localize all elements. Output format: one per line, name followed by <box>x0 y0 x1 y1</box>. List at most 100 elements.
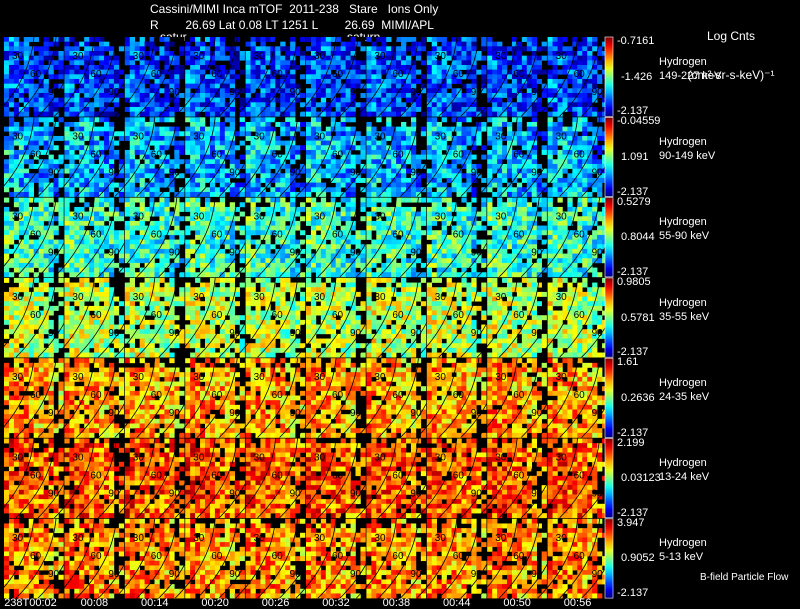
pixel-cell <box>69 106 75 112</box>
pixel-cell <box>229 206 235 212</box>
pixel-cell <box>129 97 135 103</box>
pixel-cell <box>94 111 100 117</box>
pixel-cell <box>360 140 366 146</box>
pixel-cell <box>285 244 291 250</box>
pixel-cell <box>129 202 135 208</box>
pixel-cell <box>587 126 593 132</box>
pixel-cell <box>8 140 15 146</box>
pixel-cell <box>355 145 361 151</box>
pixel-cell <box>219 145 226 151</box>
pixel-cell <box>401 78 407 84</box>
pixel-cell <box>431 121 437 127</box>
pixel-cell <box>224 168 231 174</box>
pixel-cell <box>420 173 427 179</box>
pixel-cell <box>124 230 131 236</box>
pixel-cell <box>108 253 115 259</box>
pixel-cell <box>310 244 317 250</box>
pixel-cell <box>310 74 317 80</box>
pixel-cell <box>275 177 281 183</box>
pixel-cell <box>396 272 402 278</box>
pixel-cell <box>245 191 251 197</box>
contour-line <box>476 117 518 197</box>
pixel-cell <box>195 102 201 108</box>
pixel-cell <box>134 145 140 151</box>
pixel-cell <box>8 37 15 42</box>
pixel-cell <box>245 177 251 183</box>
pixel-cell <box>396 106 402 112</box>
pixel-cell <box>290 88 296 94</box>
pixel-cell <box>209 145 216 151</box>
pixel-cell <box>290 97 296 103</box>
pixel-cell <box>250 74 256 80</box>
pixel-cell <box>169 50 175 56</box>
pixel-cell <box>48 253 54 259</box>
pixel-cell <box>511 102 518 108</box>
pixel-cell <box>487 97 493 103</box>
pixel-cell <box>310 159 317 165</box>
pixel-cell <box>8 126 15 132</box>
pixel-cell <box>426 121 433 127</box>
pixel-cell <box>461 83 467 89</box>
pixel-cell <box>108 126 115 132</box>
pixel-cell <box>13 168 20 174</box>
pixel-cell <box>410 191 417 197</box>
pixel-cell <box>99 244 105 250</box>
pixel-cell <box>270 135 276 141</box>
pixel-cell <box>265 168 271 174</box>
pixel-cell <box>185 74 191 80</box>
pixel-cell <box>290 216 296 222</box>
pixel-cell <box>118 131 125 137</box>
pixel-cell <box>8 83 15 89</box>
pixel-cell <box>547 60 553 66</box>
pixel-cell <box>526 37 533 42</box>
pixel-cell <box>602 111 608 117</box>
pixel-cell <box>94 97 100 103</box>
pixel-cell <box>43 83 49 89</box>
pixel-cell <box>4 197 10 203</box>
pixel-cell <box>64 154 70 160</box>
pixel-cell <box>441 78 447 84</box>
pixel-cell <box>169 168 175 174</box>
pixel-cell <box>43 131 49 137</box>
pixel-cell <box>466 46 472 52</box>
pixel-cell <box>582 55 588 61</box>
pixel-cell <box>219 234 226 240</box>
pixel-cell <box>174 60 180 66</box>
pixel-cell <box>451 225 457 231</box>
pixel-cell <box>129 182 135 188</box>
pixel-cell <box>169 140 175 146</box>
pixel-cell <box>386 55 392 61</box>
pixel-cell <box>466 92 472 98</box>
pixel-cell <box>139 78 145 84</box>
pixel-cell <box>330 64 336 70</box>
pixel-cell <box>526 154 533 160</box>
pixel-cell <box>104 262 110 268</box>
pixel-cell <box>295 211 301 217</box>
pixel-cell <box>149 197 155 203</box>
pixel-cell <box>562 83 568 89</box>
pixel-cell <box>300 163 306 169</box>
pixel-cell <box>255 140 261 146</box>
pixel-cell <box>290 154 296 160</box>
pixel-cell <box>306 154 312 160</box>
pixel-cell <box>401 50 407 56</box>
pixel-cell <box>360 46 366 52</box>
pixel-cell <box>366 83 372 89</box>
pixel-cell <box>567 126 573 132</box>
pixel-cell <box>64 225 70 231</box>
pixel-cell <box>190 97 196 103</box>
pixel-cell <box>275 216 281 222</box>
pixel-cell <box>441 55 447 61</box>
pixel-cell <box>396 131 402 137</box>
pixel-cell <box>306 131 312 137</box>
pixel-cell <box>154 239 160 245</box>
pixel-cell <box>366 106 372 112</box>
pixel-cell <box>587 41 593 47</box>
pixel-cell <box>139 97 145 103</box>
pixel-cell <box>149 69 155 75</box>
pixel-cell <box>245 197 251 203</box>
pixel-cell <box>587 37 593 42</box>
pixel-cell <box>18 145 25 151</box>
pixel-cell <box>190 202 196 208</box>
pixel-cell <box>64 202 70 208</box>
